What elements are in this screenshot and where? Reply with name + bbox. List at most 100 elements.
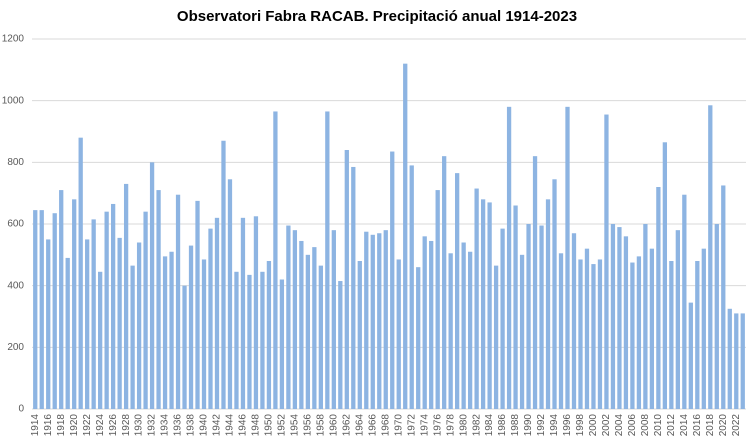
x-tick-label: 1932 [147, 414, 158, 437]
bar [409, 165, 414, 409]
bar [130, 265, 135, 409]
bar [117, 237, 122, 409]
bar [669, 261, 674, 409]
bar [643, 224, 648, 409]
bar [539, 225, 544, 409]
x-tick-label: 1992 [536, 414, 547, 437]
bar [214, 217, 220, 409]
x-tick-label: 1978 [445, 414, 456, 437]
bar [721, 185, 726, 409]
x-tick-label: 1948 [251, 414, 262, 437]
x-tick-label: 1990 [523, 414, 534, 437]
x-tick-label: 1942 [212, 414, 223, 437]
x-tick-label: 2008 [640, 414, 651, 437]
bar [136, 242, 142, 409]
x-tick-label: 1918 [56, 414, 67, 437]
bar [506, 106, 512, 409]
y-tick-label: 200 [7, 342, 24, 353]
bar [552, 179, 557, 409]
x-tick-label: 1970 [393, 414, 404, 437]
bar [227, 179, 233, 409]
bar [383, 230, 388, 409]
bar [201, 259, 207, 409]
bar [545, 199, 551, 409]
bar [98, 271, 103, 409]
bar [701, 248, 706, 409]
x-tick-label: 1940 [199, 414, 210, 437]
bar [78, 137, 83, 409]
bar [364, 231, 369, 409]
x-tick-label: 1952 [277, 414, 288, 437]
bar [325, 111, 330, 409]
chart-title: Observatori Fabra RACAB. Precipitació an… [177, 8, 577, 25]
bar [156, 190, 161, 409]
x-tick-label: 2004 [614, 414, 625, 437]
x-tick-label: 1934 [160, 414, 171, 437]
bar [110, 203, 116, 409]
bar [318, 265, 323, 409]
x-tick-label: 1920 [69, 414, 80, 437]
bar [208, 228, 213, 409]
bar [305, 254, 311, 409]
bar [169, 251, 174, 409]
x-tick-label: 1954 [290, 414, 301, 437]
x-tick-label: 1914 [30, 414, 41, 437]
x-tick-label: 1984 [484, 414, 495, 437]
bar [480, 199, 486, 409]
bar [65, 257, 70, 409]
x-tick-label: 1950 [264, 414, 275, 437]
x-tick-label: 1944 [225, 414, 236, 437]
x-tick-label: 2010 [653, 414, 664, 437]
bar [357, 261, 362, 409]
bar [377, 233, 382, 409]
bar [429, 240, 434, 409]
bar [513, 205, 518, 409]
bar [578, 259, 583, 409]
x-tick-label: 1930 [134, 414, 145, 437]
bar [558, 253, 564, 409]
x-tick-label: 2006 [627, 414, 638, 437]
x-tick-label: 1928 [121, 414, 132, 437]
bar [182, 285, 187, 409]
bar [312, 247, 317, 409]
x-tick-label: 2002 [601, 414, 612, 437]
bar [682, 194, 687, 409]
bar [85, 239, 90, 409]
bar [344, 150, 349, 409]
bar [292, 230, 298, 409]
bar [656, 187, 661, 409]
bar [279, 279, 285, 409]
bar [597, 259, 603, 409]
bar [584, 248, 590, 409]
x-tick-label: 1936 [173, 414, 184, 437]
x-tick-label: 1994 [549, 414, 560, 437]
bar [688, 302, 693, 409]
x-tick-label: 1968 [380, 414, 391, 437]
x-tick-label: 1926 [108, 414, 119, 437]
x-tick-label: 1938 [186, 414, 197, 437]
x-tick-label: 2020 [718, 414, 729, 437]
x-tick-label: 1986 [497, 414, 508, 437]
x-tick-label: 2012 [666, 414, 677, 437]
bar [175, 194, 181, 409]
bar [493, 265, 499, 409]
x-tick-label: 1916 [43, 414, 54, 437]
bar [649, 248, 655, 409]
bar [630, 262, 635, 409]
x-tick-label: 1960 [328, 414, 339, 437]
bar [740, 313, 745, 409]
bar [370, 234, 375, 409]
bar [123, 183, 129, 409]
bar [91, 219, 96, 409]
bar [396, 259, 401, 409]
bar [565, 106, 570, 409]
bar [104, 211, 109, 409]
bar [416, 267, 421, 409]
bar [461, 242, 466, 409]
y-tick-label: 400 [7, 280, 24, 291]
bar [221, 140, 226, 409]
bar [39, 210, 44, 409]
bar [708, 105, 713, 410]
bar [455, 173, 460, 409]
